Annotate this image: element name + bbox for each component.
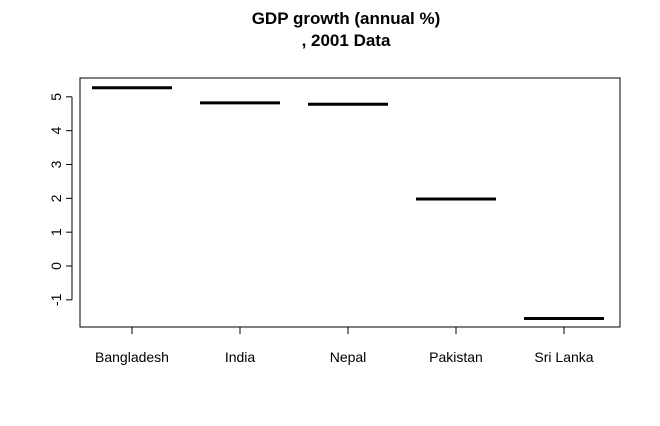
y-tick-label: -1 bbox=[48, 293, 64, 306]
y-tick-label: 4 bbox=[48, 127, 64, 135]
y-tick-label: 2 bbox=[48, 194, 64, 202]
x-tick-label: Pakistan bbox=[429, 349, 483, 365]
y-tick-label: 0 bbox=[48, 262, 64, 270]
chart-subtitle: , 2001 Data bbox=[302, 31, 391, 50]
x-tick-label: Nepal bbox=[330, 349, 367, 365]
y-tick-label: 1 bbox=[48, 228, 64, 236]
x-tick-label: India bbox=[225, 349, 256, 365]
y-tick-label: 3 bbox=[48, 160, 64, 168]
y-axis: -1 0 1 2 3 4 5 bbox=[48, 93, 73, 306]
data-marks bbox=[92, 86, 604, 320]
plot-frame bbox=[79, 77, 621, 328]
y-tick-label: 5 bbox=[48, 93, 64, 101]
chart-title: GDP growth (annual %) bbox=[252, 9, 441, 28]
x-tick-label: Bangladesh bbox=[95, 349, 169, 365]
x-axis: Bangladesh India Nepal Pakistan Sri Lanka bbox=[95, 326, 594, 365]
x-tick-label: Sri Lanka bbox=[534, 349, 593, 365]
